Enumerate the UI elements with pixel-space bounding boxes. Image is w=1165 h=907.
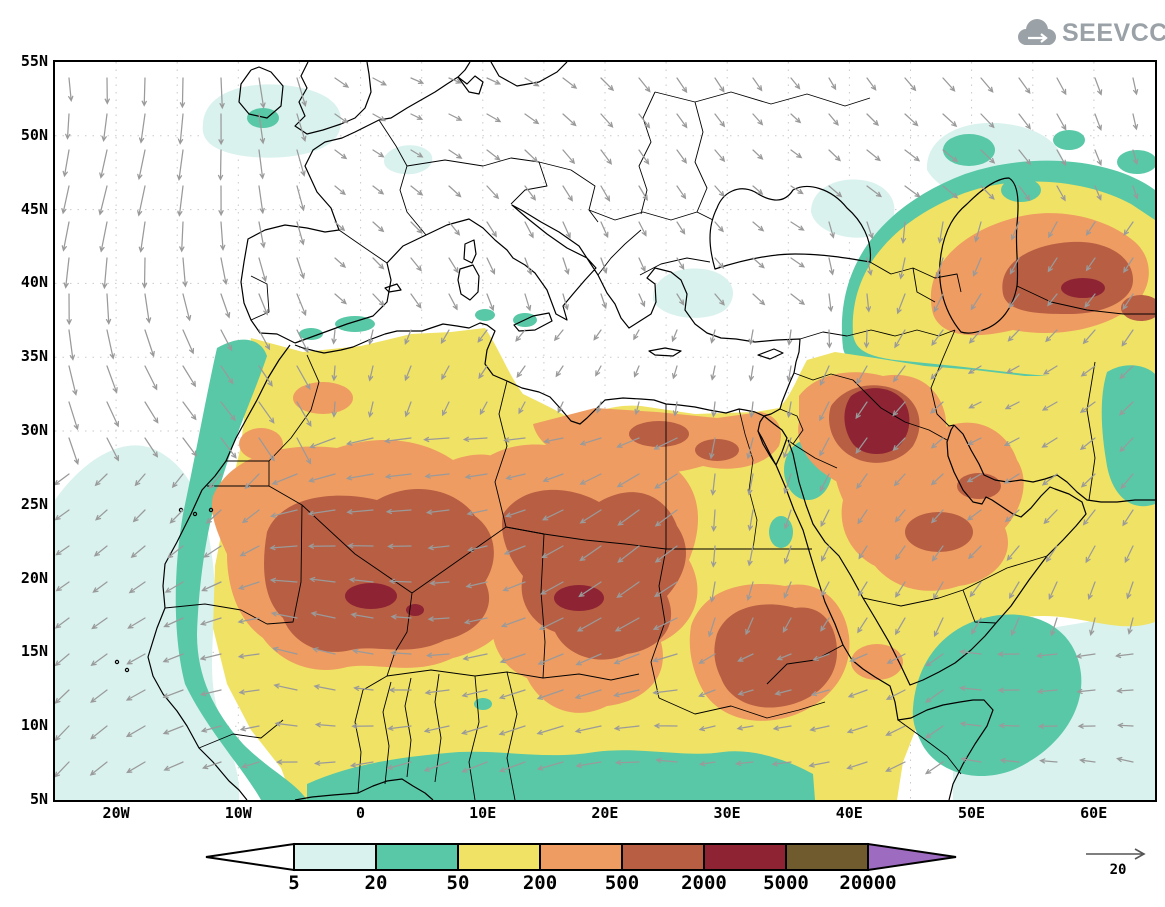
lat-tick-label: 45N [20, 199, 48, 218]
colorbar-tick-label: 5 [288, 872, 300, 894]
wind-reference-label: 20 [1109, 862, 1127, 878]
lon-tick-label: 20E [591, 804, 619, 822]
dust-contours [55, 84, 1161, 800]
lat-tick-label: 10N [20, 716, 48, 735]
lat-tick-label: 35N [20, 347, 48, 366]
lon-tick-label: 50E [957, 804, 986, 822]
lon-tick-label: 0 [355, 804, 366, 822]
colorbar-tick-label: 50 [446, 872, 470, 894]
country-borders [164, 91, 1155, 801]
lat-tick-label: 55N [20, 52, 48, 70]
colorbar [205, 842, 957, 872]
colorbar-tick-label: 2000 [681, 872, 727, 894]
cloud-icon [1018, 19, 1056, 45]
plot-frame [53, 60, 1161, 802]
lon-tick-label: 10E [469, 804, 497, 822]
colorbar-tick-label: 20 [364, 872, 388, 894]
lat-tick-label: 15N [20, 642, 48, 661]
seevccc-logo: SEEVCCC [1012, 16, 1165, 50]
colorbar-tick-label: 500 [604, 872, 640, 894]
wind-arrows [53, 77, 1139, 778]
colorbar-tick-label: 200 [522, 872, 558, 894]
wind-reference-arrow-icon [1086, 848, 1146, 860]
colorbar-tick-label: 20000 [839, 872, 897, 894]
dust-map [53, 61, 1161, 801]
logo-text: SEEVCCC [1062, 18, 1165, 47]
lat-tick-label: 50N [20, 125, 48, 144]
lat-tick-label: 20N [20, 568, 48, 587]
lon-tick-label: 10W [224, 804, 252, 822]
lon-tick-label: 40E [835, 804, 863, 822]
lon-tick-label: 60E [1080, 804, 1108, 822]
lat-tick-label: 25N [20, 494, 48, 513]
lat-tick-label: 5N [29, 790, 48, 808]
lat-tick-label: 40N [20, 273, 48, 292]
colorbar-tick-label: 5000 [763, 872, 809, 894]
lon-tick-label: 30E [713, 804, 741, 822]
lat-tick-label: 30N [20, 421, 48, 439]
lon-tick-label: 20W [102, 804, 130, 822]
